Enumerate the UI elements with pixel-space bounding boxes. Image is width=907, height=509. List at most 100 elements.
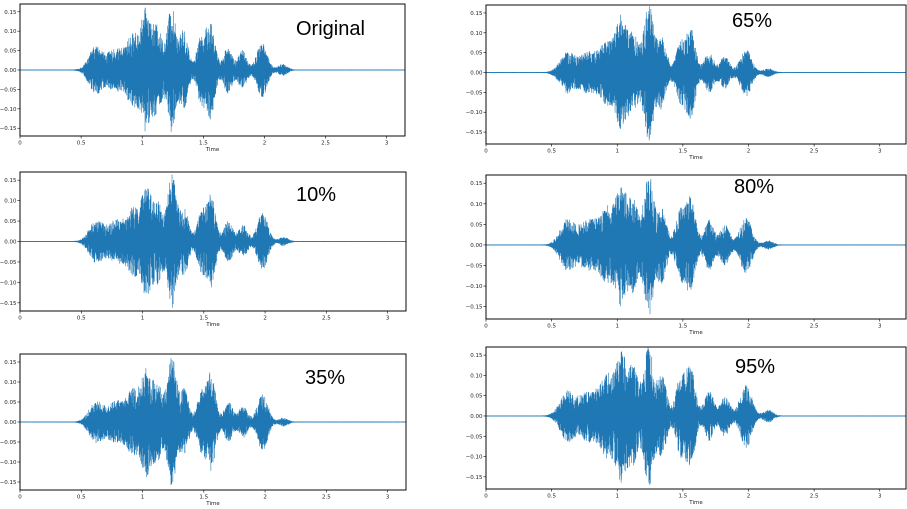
waveform-panel-65: 0 0.5 1 1.5 2 2.5 3 Time 0.15 0.10 0.05 0.00 −0.05 −0… [455,0,907,165]
waveform-panel-original: 0 0.5 1 1.5 2 2.5 3 Time 0.15 0.10 0.05 0.00 −0.05 −0… [0,0,420,160]
waveform-panel-10: 0 0.5 1 1.5 2 2.5 3 Time 0.15 0.10 0.05 0.00 −0.05 −0… [0,170,420,330]
panel-annotation: 95% [735,356,776,378]
y-tick-label: −0.10 [0,280,17,286]
y-tick-label: −0.10 [466,110,483,116]
plot-border [485,4,907,145]
x-axis-label: Time [205,322,220,328]
y-tick-label: 0.00 [470,414,483,420]
plot-border [485,174,907,320]
y-tick-label: −0.15 [0,301,17,307]
panel-annotation: 35% [305,367,346,389]
y-tick-label: 0.10 [4,199,17,205]
y-tick-label: −0.05 [0,87,17,93]
y-tick-label: −0.15 [466,130,483,136]
x-tick-label: 0.5 [547,324,556,330]
y-tick-label: 0.15 [470,353,483,359]
waveform-chart: 0 0.5 1 1.5 2 2.5 3 Time 0.15 0.10 0.05 0.00 −0.05 −0… [0,353,407,507]
x-tick-label: 2.5 [322,495,331,501]
x-tick-label: 3 [385,141,389,147]
x-tick-label: 1 [141,316,145,322]
y-tick-label: 0.05 [4,400,17,406]
x-tick-label: 0.5 [547,494,556,500]
y-tick-label: 0.05 [4,49,17,55]
y-tick-label: 0.15 [4,360,17,366]
y-tick-label: −0.05 [0,260,17,266]
x-tick-label: 2.5 [810,149,819,155]
x-tick-label: 0.5 [77,141,86,147]
y-tick-label: 0.10 [4,29,17,35]
y-tick-label: −0.05 [0,440,17,446]
panel-annotation: 10% [296,184,337,206]
x-tick-label: 2 [263,316,267,322]
y-tick-label: 0.00 [4,240,17,246]
x-tick-label: 2.5 [810,494,819,500]
x-tick-label: 0 [484,324,488,330]
x-tick-label: 0 [484,494,488,500]
waveform-chart: 0 0.5 1 1.5 2 2.5 3 Time 0.15 0.10 0.05 0.00 −0.05 −0… [466,4,907,161]
x-tick-label: 1.5 [199,141,208,147]
x-tick-label: 1.5 [679,324,688,330]
x-axis-label: Time [205,147,220,153]
y-tick-label: −0.10 [0,460,17,466]
y-tick-label: 0.00 [470,71,483,77]
x-tick-label: 2 [747,149,751,155]
y-tick-label: 0.10 [470,202,483,208]
y-tick-label: −0.15 [466,305,483,311]
y-tick-label: 0.15 [470,181,483,187]
panel-annotation: Original [296,18,365,40]
y-tick-label: 0.00 [470,243,483,249]
x-tick-label: 3 [386,495,390,501]
x-tick-label: 2.5 [321,141,330,147]
y-tick-label: 0.10 [4,380,17,386]
x-tick-label: 2 [263,495,267,501]
plot-border [485,346,907,490]
y-tick-label: −0.10 [466,455,483,461]
x-tick-label: 3 [878,494,882,500]
waveform-panel-80: 0 0.5 1 1.5 2 2.5 3 Time 0.15 0.10 0.05 0.00 −0.05 −0… [455,170,907,340]
x-axis-label: Time [688,155,703,161]
x-tick-label: 0 [18,141,22,147]
y-tick-label: 0.05 [470,394,483,400]
y-tick-label: 0.00 [4,420,17,426]
x-tick-label: 1 [616,149,620,155]
y-tick-label: 0.05 [470,51,483,57]
waveform-panel-35: 0 0.5 1 1.5 2 2.5 3 Time 0.15 0.10 0.05 0.00 −0.05 −0… [0,352,420,509]
y-tick-label: −0.10 [466,284,483,290]
waveform-chart: 0 0.5 1 1.5 2 2.5 3 Time 0.15 0.10 0.05 0.00 −0.05 −0… [0,171,407,328]
x-tick-label: 0.5 [77,495,86,501]
x-tick-label: 0 [18,495,22,501]
y-tick-label: −0.15 [0,480,17,486]
y-tick-label: 0.05 [470,222,483,228]
panel-annotation: 65% [732,10,773,32]
x-tick-label: 1 [141,495,145,501]
x-tick-label: 3 [878,149,882,155]
x-tick-label: 2 [263,141,267,147]
x-tick-label: 3 [386,316,390,322]
x-tick-label: 1 [140,141,144,147]
x-tick-label: 2 [747,324,751,330]
waveform-chart: 0 0.5 1 1.5 2 2.5 3 Time 0.15 0.10 0.05 0.00 −0.05 −0… [466,174,907,336]
y-tick-label: −0.10 [0,107,17,113]
x-axis-label: Time [205,501,220,507]
y-tick-label: 0.00 [4,68,17,74]
panel-annotation: 80% [734,176,775,198]
y-tick-label: 0.15 [4,10,17,16]
x-axis-label: Time [688,500,703,506]
y-tick-label: −0.15 [0,126,17,132]
x-tick-label: 1.5 [199,495,208,501]
y-tick-label: 0.05 [4,219,17,225]
x-tick-label: 0.5 [547,149,556,155]
waveform-chart: 0 0.5 1 1.5 2 2.5 3 Time 0.15 0.10 0.05 0.00 −0.05 −0… [0,3,406,153]
x-tick-label: 0.5 [77,316,86,322]
x-tick-label: 1.5 [679,494,688,500]
waveform-panel-95: 0 0.5 1 1.5 2 2.5 3 Time 0.15 0.10 0.05 0.00 −0.05 −0… [455,342,907,509]
x-axis-label: Time [688,330,703,336]
x-tick-label: 0 [18,316,22,322]
x-tick-label: 1.5 [679,149,688,155]
x-tick-label: 1 [616,494,620,500]
waveform-chart: 0 0.5 1 1.5 2 2.5 3 Time 0.15 0.10 0.05 0.00 −0.05 −0… [466,346,907,506]
y-tick-label: −0.15 [466,475,483,481]
x-tick-label: 2.5 [810,324,819,330]
x-tick-label: 1 [616,324,620,330]
x-tick-label: 2 [747,494,751,500]
